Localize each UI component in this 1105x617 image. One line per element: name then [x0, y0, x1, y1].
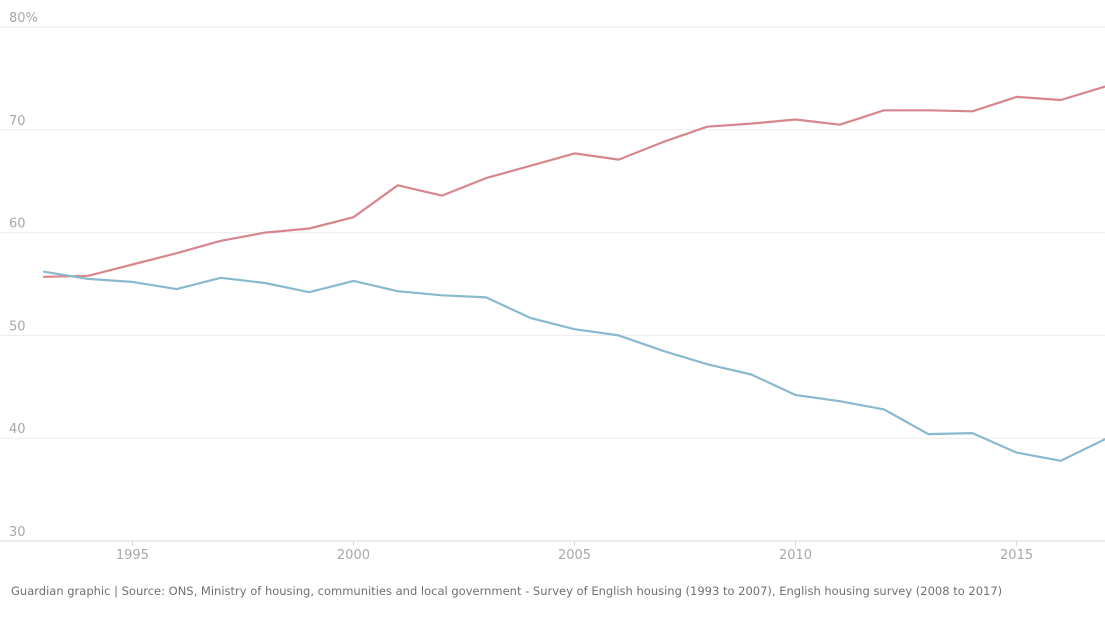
x-tick-label-1995: 1995	[116, 548, 149, 563]
x-tick-label-2015: 2015	[1000, 548, 1033, 563]
line-chart: 30 40 50 60 70 80% 1995 2000 2005 2010 2015	[0, 11, 1105, 563]
y-tick-label-50: 50	[9, 319, 26, 334]
x-tick-label-2005: 2005	[558, 548, 591, 563]
y-axis: 30 40 50 60 70 80%	[9, 11, 38, 540]
y-tick-label-30: 30	[9, 525, 26, 540]
source-note: Guardian graphic | Source: ONS, Ministry…	[11, 584, 1003, 598]
x-axis: 1995 2000 2005 2010 2015	[116, 541, 1033, 563]
grid-layer	[0, 26, 1105, 542]
y-tick-label-60: 60	[9, 217, 26, 232]
y-tick-label-70: 70	[9, 114, 26, 129]
series-line-1	[42, 85, 1105, 278]
y-tick-label-40: 40	[9, 422, 26, 437]
x-tick-label-2010: 2010	[779, 548, 812, 563]
y-tick-label-80: 80%	[9, 11, 38, 26]
series-layer	[42, 85, 1105, 462]
series-line-2	[42, 270, 1105, 462]
x-tick-label-2000: 2000	[337, 548, 370, 563]
